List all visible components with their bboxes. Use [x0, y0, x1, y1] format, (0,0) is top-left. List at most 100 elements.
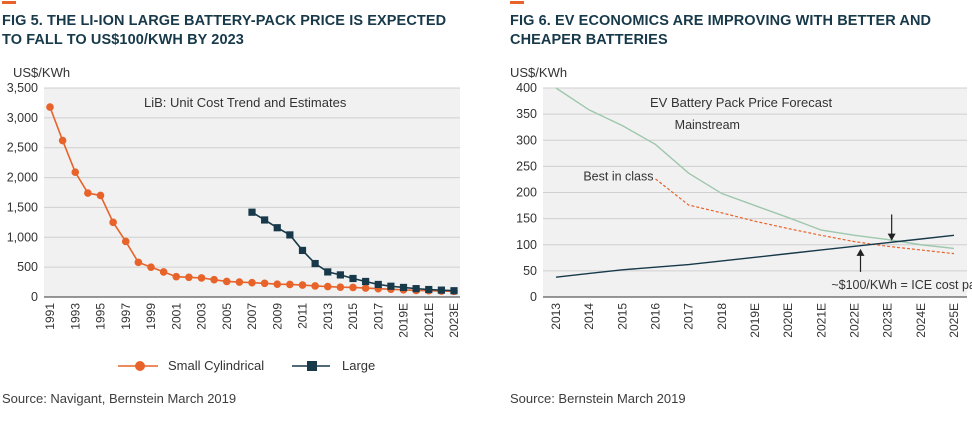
x-tick-label-2016: 2016 — [649, 303, 663, 330]
y-tick-label-500: 500 — [17, 260, 38, 274]
x-tick-label-2018: 2018 — [715, 303, 729, 330]
plot-area — [44, 88, 460, 297]
data-point-small-cylindrical-2008 — [260, 279, 269, 288]
y-tick-label-250: 250 — [516, 159, 537, 173]
x-tick-label-1991: 1991 — [43, 303, 57, 330]
x-tick-labels: 1991 1993 1995 1997 1999 2001 2003 2005 2007 2009… — [43, 303, 461, 338]
y-tick-label-1000: 1,000 — [7, 230, 38, 244]
chart-title: LiB: Unit Cost Trend and Estimates — [144, 95, 347, 110]
legend: Small Cylindrical Large — [118, 358, 375, 373]
data-point-large-2009 — [273, 224, 281, 232]
figure-6-panel: FIG 6. EV ECONOMICS ARE IMPROVING WITH B… — [508, 0, 972, 423]
y-axis-label: US$/KWh — [13, 65, 70, 80]
series-layer — [46, 103, 458, 296]
y-tick-label-0: 0 — [31, 290, 38, 304]
y-tick-label-2500: 2,500 — [7, 141, 38, 155]
data-point-small-cylindrical-2016 — [361, 284, 370, 292]
x-tick-label-2019e: 2019E — [748, 303, 762, 338]
data-point-small-cylindrical-2000 — [159, 268, 168, 276]
annotation-mainstream: Mainstream — [675, 118, 740, 132]
data-point-small-cylindrical-2006 — [235, 278, 244, 286]
data-point-small-cylindrical-1999 — [147, 263, 155, 271]
data-point-small-cylindrical-2012 — [311, 282, 319, 290]
figure-5-title-line-2: TO FALL TO US$100/KWH BY 2023 — [2, 32, 244, 48]
data-point-large-2021e — [425, 285, 433, 294]
series-line-mainstream — [555, 87, 955, 250]
x-tick-label-2022e: 2022E — [848, 303, 862, 338]
data-point-small-cylindrical-1994 — [84, 189, 92, 197]
series-line-best-in-class — [655, 178, 955, 255]
x-tick-label-2001: 2001 — [169, 303, 183, 330]
figure-6-title-line-1: FIG 6. EV ECONOMICS ARE IMPROVING WITH B… — [510, 13, 932, 29]
figure-6-title: FIG 6. EV ECONOMICS ARE IMPROVING WITH B… — [510, 12, 931, 50]
x-tick-label-2024e: 2024E — [914, 303, 928, 338]
x-tick-label-2005: 2005 — [220, 303, 234, 330]
data-point-small-cylindrical-2011 — [298, 281, 307, 289]
data-point-large-2014 — [336, 271, 344, 279]
x-tick-label-2003: 2003 — [195, 303, 209, 330]
data-point-large-2017 — [374, 280, 382, 289]
x-tick-label-2015: 2015 — [615, 303, 629, 330]
legend-large-label: Large — [342, 358, 375, 373]
legend-small-cylindrical-marker — [135, 361, 145, 371]
data-point-small-cylindrical-1991 — [46, 103, 54, 111]
data-point-small-cylindrical-2007 — [248, 278, 256, 287]
data-point-large-2007 — [248, 208, 256, 216]
chart-title: EV Battery Pack Price Forecast — [650, 95, 832, 110]
x-tick-label-2013: 2013 — [321, 303, 335, 330]
y-tick-label-200: 200 — [516, 186, 537, 200]
x-tick-label-2009: 2009 — [270, 303, 284, 330]
grid-lines — [44, 87, 460, 268]
data-point-small-cylindrical-1995 — [96, 191, 105, 200]
x-tick-label-1993: 1993 — [68, 303, 82, 330]
parity-arrow-up-head — [856, 248, 865, 256]
data-point-small-cylindrical-1998 — [134, 258, 143, 267]
annotation-ice-cost-parity: ~$100/KWh = ICE cost parity — [831, 278, 972, 292]
legend-small-cylindrical-label: Small Cylindrical — [168, 358, 264, 373]
x-tick-label-2017: 2017 — [682, 303, 696, 330]
data-point-small-cylindrical-2005 — [222, 277, 231, 286]
y-tick-label-1500: 1,500 — [7, 200, 38, 214]
x-tick-label-2021e: 2021E — [814, 303, 828, 338]
y-tick-label-50: 50 — [523, 264, 537, 278]
x-tick-label-2019e: 2019E — [397, 303, 411, 338]
parity-arrow-down-head — [887, 233, 896, 241]
data-point-large-2018 — [387, 282, 395, 290]
y-tick-label-3500: 3,500 — [7, 81, 38, 95]
y-tick-label-100: 100 — [516, 238, 537, 252]
legend-large-marker — [307, 361, 317, 371]
x-tick-label-2020e: 2020E — [781, 303, 795, 338]
data-point-small-cylindrical-2004 — [210, 275, 218, 284]
series-layer — [555, 87, 955, 278]
series-line-ice — [555, 234, 955, 278]
y-tick-label-150: 150 — [516, 212, 537, 226]
y-tick-label-0: 0 — [530, 290, 537, 304]
data-point-small-cylindrical-2010 — [286, 280, 294, 289]
x-tick-label-2015: 2015 — [346, 303, 360, 330]
annotations-layer: Mainstream Best in class ~$100/KWh = ICE c… — [583, 118, 972, 292]
data-point-small-cylindrical-2009 — [273, 280, 282, 288]
y-tick-label-300: 300 — [516, 133, 537, 147]
data-point-small-cylindrical-2015 — [349, 283, 357, 292]
x-tick-label-1997: 1997 — [119, 303, 133, 330]
x-tick-label-2011: 2011 — [296, 303, 310, 329]
data-point-large-2016 — [362, 277, 370, 286]
data-point-small-cylindrical-1993 — [71, 168, 80, 176]
data-point-small-cylindrical-1992 — [58, 136, 67, 145]
x-tick-label-2023e: 2023E — [881, 303, 895, 338]
x-tick-label-2021e: 2021E — [422, 303, 436, 338]
data-point-small-cylindrical-2013 — [323, 282, 332, 291]
y-tick-labels: 0 50 100 150 200 250 300 350 400 — [516, 81, 537, 304]
x-tick-label-1999: 1999 — [144, 303, 158, 330]
data-point-large-2020e — [412, 285, 420, 293]
figure-5-title: FIG 5. THE LI-ION LARGE BATTERY-PACK PRI… — [2, 12, 446, 50]
annotation-best-in-class: Best in class — [583, 169, 653, 183]
figure-6-title-line-2: CHEAPER BATTERIES — [510, 32, 668, 48]
y-axis-label: US$/KWh — [510, 65, 567, 80]
y-tick-labels: 0 500 1,000 1,500 2,000 2,500 3,000 3,500 — [7, 81, 38, 304]
data-point-large-2010 — [286, 231, 294, 239]
figure-5-source: Source: Navigant, Bernstein March 2019 — [2, 391, 237, 406]
data-point-large-2012 — [311, 259, 319, 268]
